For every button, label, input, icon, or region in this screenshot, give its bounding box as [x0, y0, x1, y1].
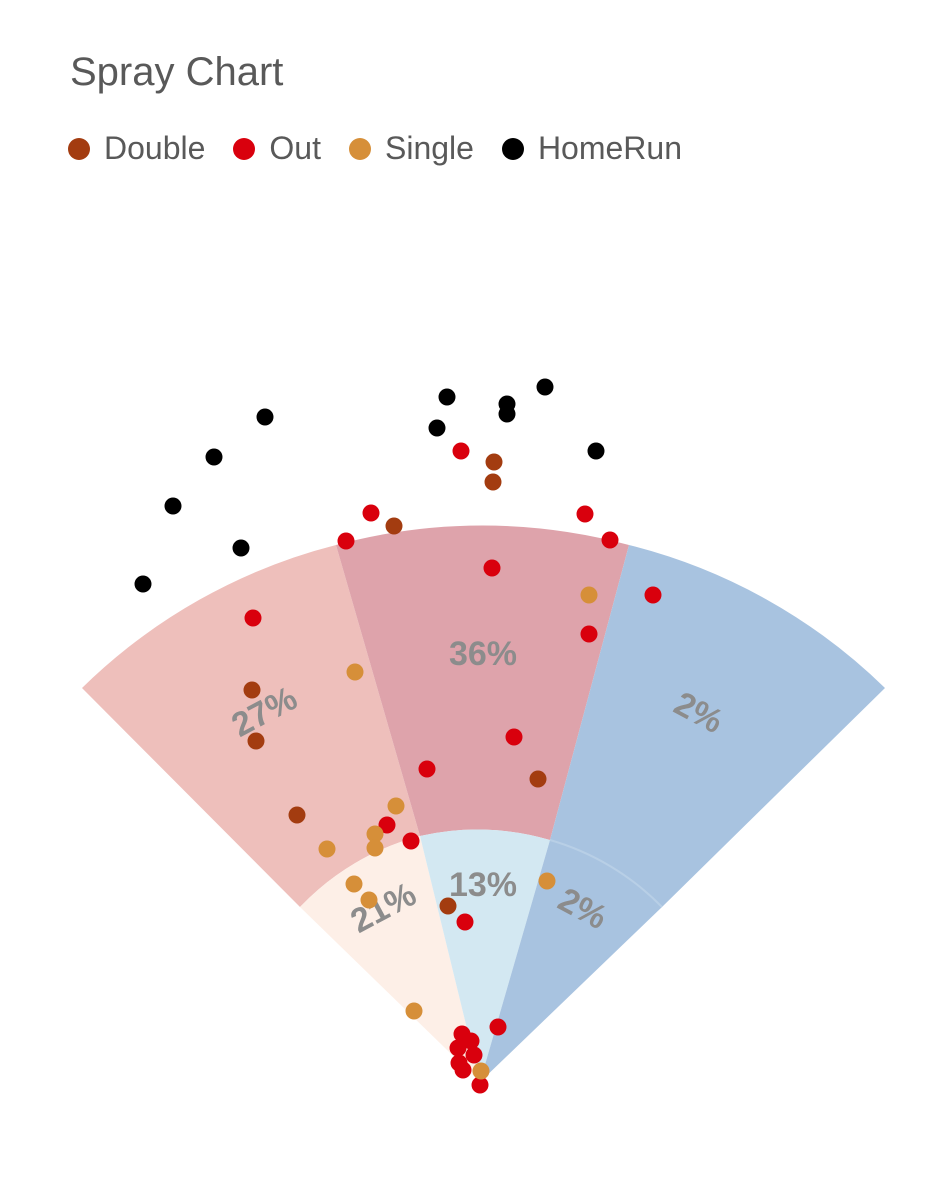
- point-single[interactable]: [387, 797, 405, 815]
- legend-swatch-out: [233, 137, 256, 160]
- point-out[interactable]: [456, 913, 474, 931]
- point-single[interactable]: [346, 663, 364, 681]
- zone-inner-right: [480, 840, 662, 1082]
- field-zones: [82, 525, 885, 1082]
- inner-right-boundary-line: [549, 839, 663, 908]
- point-homerun[interactable]: [498, 405, 516, 423]
- zone-outer-left: [82, 545, 420, 907]
- point-double[interactable]: [243, 681, 261, 699]
- point-single[interactable]: [366, 839, 384, 857]
- point-out[interactable]: [580, 625, 598, 643]
- hit-points: [134, 378, 662, 1094]
- chart-title: Spray Chart: [70, 50, 284, 94]
- point-out[interactable]: [244, 609, 262, 627]
- point-double[interactable]: [439, 897, 457, 915]
- point-double[interactable]: [385, 517, 403, 535]
- zone-label-inner-center: 13%: [449, 866, 517, 904]
- point-out[interactable]: [449, 1039, 467, 1057]
- point-double[interactable]: [484, 473, 502, 491]
- point-homerun[interactable]: [232, 539, 250, 557]
- legend-swatch-double: [68, 137, 90, 160]
- point-out[interactable]: [378, 816, 396, 834]
- point-homerun[interactable]: [205, 448, 223, 466]
- point-homerun[interactable]: [164, 497, 182, 515]
- point-homerun[interactable]: [536, 378, 554, 396]
- point-out[interactable]: [576, 505, 594, 523]
- point-single[interactable]: [472, 1062, 490, 1080]
- point-single[interactable]: [345, 875, 363, 893]
- point-out[interactable]: [462, 1032, 480, 1050]
- point-out[interactable]: [452, 442, 470, 460]
- legend-swatch-homerun: [501, 137, 524, 160]
- point-homerun[interactable]: [587, 442, 605, 460]
- point-single[interactable]: [580, 586, 598, 604]
- legend-item-double[interactable]: Double: [68, 130, 205, 167]
- legend-label-out: Out: [269, 130, 321, 166]
- legend-swatch-single: [348, 137, 371, 160]
- zone-outer-center: [336, 525, 629, 840]
- point-homerun[interactable]: [256, 408, 274, 426]
- point-out[interactable]: [489, 1018, 507, 1036]
- legend-item-out[interactable]: Out: [233, 130, 321, 167]
- point-double[interactable]: [288, 806, 306, 824]
- legend-item-single[interactable]: Single: [348, 130, 474, 167]
- point-double[interactable]: [247, 732, 265, 750]
- point-single[interactable]: [405, 1002, 423, 1020]
- point-out[interactable]: [362, 504, 380, 522]
- point-double[interactable]: [529, 770, 547, 788]
- point-out[interactable]: [465, 1046, 483, 1064]
- point-out[interactable]: [418, 760, 436, 778]
- point-out[interactable]: [337, 532, 355, 550]
- legend-label-homerun: HomeRun: [537, 130, 682, 166]
- point-homerun[interactable]: [438, 388, 456, 406]
- legend: Double Out Single HomeRun: [68, 130, 710, 167]
- point-double[interactable]: [485, 453, 503, 471]
- point-out[interactable]: [644, 586, 662, 604]
- point-out[interactable]: [454, 1061, 472, 1079]
- legend-label-single: Single: [384, 130, 474, 166]
- point-single[interactable]: [360, 891, 378, 909]
- point-out[interactable]: [402, 832, 420, 850]
- point-homerun[interactable]: [134, 575, 152, 593]
- point-out[interactable]: [505, 728, 523, 746]
- zone-label-outer-center: 36%: [449, 635, 517, 673]
- legend-item-homerun[interactable]: HomeRun: [501, 130, 682, 167]
- point-single[interactable]: [366, 825, 384, 843]
- point-out[interactable]: [471, 1076, 489, 1094]
- zone-inner-center: [420, 829, 550, 1082]
- point-single[interactable]: [538, 872, 556, 890]
- point-single[interactable]: [318, 840, 336, 858]
- point-homerun[interactable]: [428, 419, 446, 437]
- point-out[interactable]: [601, 531, 619, 549]
- point-out[interactable]: [483, 559, 501, 577]
- zone-outer-right: [550, 545, 885, 907]
- legend-label-double: Double: [104, 130, 206, 166]
